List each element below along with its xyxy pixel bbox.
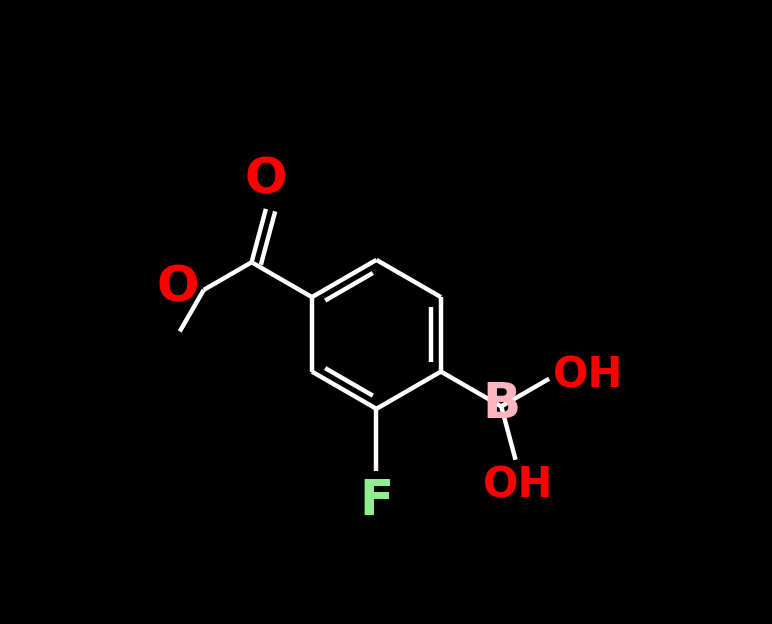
Text: B: B <box>482 380 520 428</box>
Text: O: O <box>245 155 287 203</box>
Text: F: F <box>359 477 394 525</box>
Text: OH: OH <box>482 465 554 507</box>
Text: O: O <box>157 264 199 312</box>
Text: OH: OH <box>553 355 624 397</box>
